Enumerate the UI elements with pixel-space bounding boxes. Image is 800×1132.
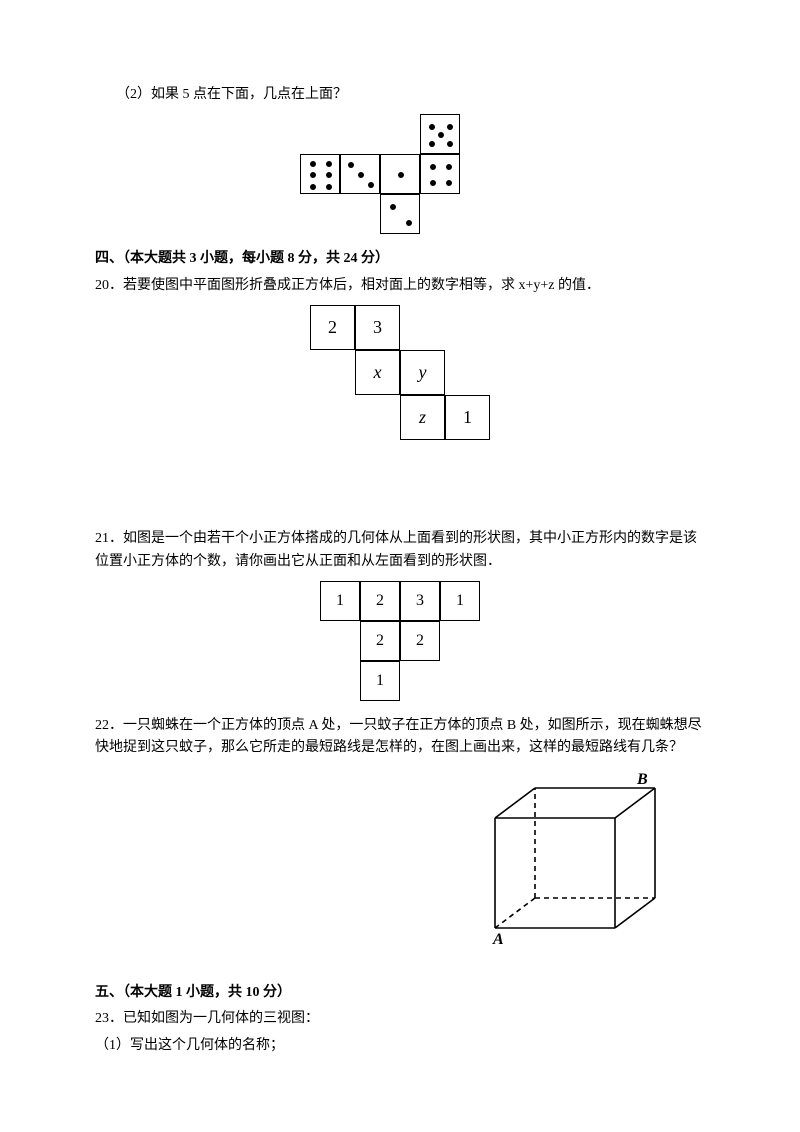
svg-text:A: A (492, 931, 504, 948)
svg-text:B: B (636, 771, 648, 788)
net-cell: z (400, 395, 445, 440)
q20-text: 20．若要使图中平面图形折叠成正方体后，相对面上的数字相等，求 x+y+z 的值… (95, 275, 705, 297)
q23-text: 23．已知如图为一几何体的三视图： (95, 1008, 705, 1030)
dice-face (420, 114, 460, 154)
topview-cell: 2 (360, 581, 400, 621)
net-cell: x (355, 350, 400, 395)
dice-face (420, 154, 460, 194)
dice-net-figure (95, 114, 705, 234)
topview-cell: 1 (440, 581, 480, 621)
topview-cell: 3 (400, 581, 440, 621)
dice-face (300, 154, 340, 194)
topview-cell: 2 (360, 621, 400, 661)
topview-cell: 1 (320, 581, 360, 621)
dice-face (380, 154, 420, 194)
q19-part2-text: （2）如果 5 点在下面，几点在上面？ (95, 84, 705, 106)
q21-grid-figure: 1231221 (95, 581, 705, 701)
q23-part1: （1）写出这个几何体的名称； (95, 1035, 705, 1057)
topview-cell: 2 (400, 621, 440, 661)
q22-cube-figure: AB (95, 768, 705, 948)
net-cell: 3 (355, 305, 400, 350)
dice-face (340, 154, 380, 194)
q21-text: 21．如图是一个由若干个小正方体搭成的几何体从上面看到的形状图，其中小正方形内的… (95, 528, 705, 573)
net-cell: 2 (310, 305, 355, 350)
net-cell: 1 (445, 395, 490, 440)
dice-face (380, 194, 420, 234)
section4-title: 四、（本大题共 3 小题，每小题 8 分，共 24 分） (95, 248, 705, 270)
topview-cell: 1 (360, 661, 400, 701)
q20-net-figure: 23xyz1 (95, 305, 705, 440)
q22-text: 22．一只蜘蛛在一个正方体的顶点 A 处，一只蚊子在正方体的顶点 B 处，如图所… (95, 715, 705, 760)
net-cell: y (400, 350, 445, 395)
section5-title: 五、（本大题 1 小题，共 10 分） (95, 982, 705, 1004)
